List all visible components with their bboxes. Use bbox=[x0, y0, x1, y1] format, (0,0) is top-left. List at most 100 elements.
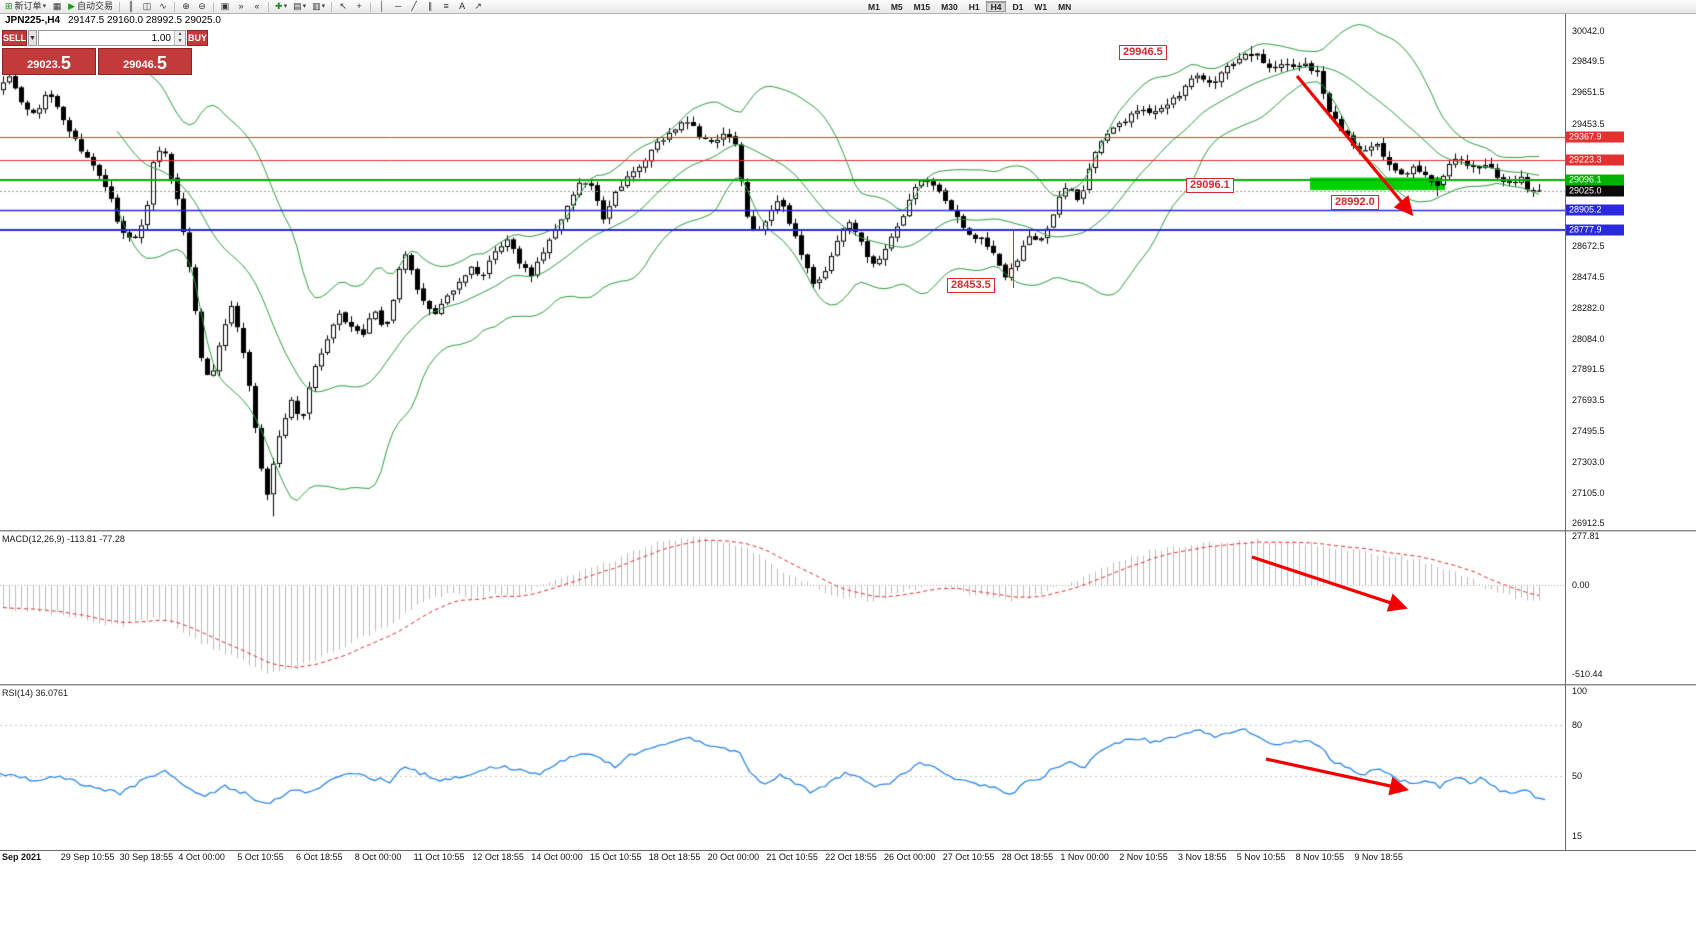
time-axis-label: 28 Oct 18:55 bbox=[1001, 852, 1054, 862]
new-order-button[interactable]: ⊞ 新订单 ▾ bbox=[2, 1, 49, 13]
trendline-button[interactable]: ╱ bbox=[406, 1, 422, 13]
timeframe-D1[interactable]: D1 bbox=[1012, 2, 1024, 12]
bar-chart-icon: ║ bbox=[127, 1, 135, 11]
zoom-out-button[interactable]: ⊖ bbox=[194, 1, 210, 13]
sell-button[interactable]: SELL bbox=[2, 30, 28, 46]
price-annotation[interactable]: 28992.0 bbox=[1331, 195, 1379, 210]
zoom-in-icon: ⊕ bbox=[182, 1, 190, 11]
fibonacci-button[interactable]: ≡ bbox=[438, 1, 454, 13]
macd-axis-label: 0.00 bbox=[1572, 579, 1590, 590]
rsi-indicator-chart[interactable] bbox=[0, 686, 1565, 850]
price-axis-border bbox=[1565, 14, 1566, 850]
chart-title: JPN225-,H4 29147.5 29160.0 28992.5 29025.… bbox=[5, 15, 221, 26]
toolbar: ⊞ 新订单 ▾ ▦ ▶ 自动交易 ║ ◫ ∿ ⊕ ⊖ ▣» «✚ ▾ ▤ ▾ ▥ ▾ ↖ + │ ─ ╱ ∥ ≡ A ↗ M1 M5 M1… bbox=[0, 0, 1696, 14]
panel-splitter[interactable] bbox=[0, 530, 1696, 532]
cursor-button[interactable]: ↖ bbox=[335, 1, 351, 13]
time-axis-label: 14 Oct 00:00 bbox=[531, 852, 583, 862]
price-axis-label: 29849.5 bbox=[1572, 56, 1605, 67]
level-price-tag: 29367.9 bbox=[1566, 131, 1624, 143]
timeframe-M15[interactable]: M15 bbox=[913, 2, 931, 12]
channel-button[interactable]: ∥ bbox=[422, 1, 438, 13]
auto-scroll-button[interactable]: » bbox=[233, 1, 249, 13]
time-axis-label: 8 Nov 10:55 bbox=[1295, 852, 1345, 862]
time-axis-label: 18 Oct 18:55 bbox=[648, 852, 701, 862]
panel-splitter[interactable] bbox=[0, 684, 1696, 686]
chevron-down-icon: ▾ bbox=[283, 3, 288, 10]
macd-axis-label: -510.44 bbox=[1572, 669, 1603, 679]
macd-indicator-chart[interactable] bbox=[0, 532, 1565, 684]
vertical-line-button[interactable]: │ bbox=[374, 1, 390, 13]
rsi-label: RSI(14) 36.0761 bbox=[2, 688, 69, 698]
templates-button[interactable]: ▥ ▾ bbox=[309, 1, 328, 13]
toolbar-separator bbox=[213, 1, 215, 12]
time-axis-label: 5 Nov 10:55 bbox=[1236, 852, 1286, 862]
chart-shift-button[interactable]: « bbox=[249, 1, 265, 13]
autotrading-button[interactable]: ▶ 自动交易 bbox=[65, 1, 116, 13]
buy-price-big-digit: 5 bbox=[156, 52, 167, 73]
price-annotation[interactable]: 29096.1 bbox=[1186, 178, 1234, 193]
time-axis-label: Sep 2021 bbox=[2, 852, 42, 862]
text-button[interactable]: A bbox=[454, 1, 470, 13]
timeframe-M5[interactable]: M5 bbox=[890, 2, 903, 12]
timeframe-switcher: M1 M5 M15 M30 H1 H4 D1 W1 MN bbox=[863, 1, 1077, 12]
volume-stepper: ▲ ▼ bbox=[37, 30, 186, 46]
auto-scroll-icon: » bbox=[238, 1, 244, 11]
price-axis-label: 28282.0 bbox=[1572, 302, 1605, 313]
time-axis-label: 9 Nov 18:55 bbox=[1354, 852, 1403, 862]
templates-icon: ▥ bbox=[312, 1, 321, 11]
periods-button[interactable]: ▤ ▾ bbox=[290, 1, 309, 13]
timeframe-MN[interactable]: MN bbox=[1058, 2, 1072, 12]
tile-windows-button[interactable]: ▣ bbox=[217, 1, 233, 13]
horizontal-line-icon: ─ bbox=[394, 1, 402, 11]
crosshair-icon: + bbox=[356, 1, 362, 11]
line-chart-icon: ∿ bbox=[159, 1, 167, 11]
horizontal-line-button[interactable]: ─ bbox=[390, 1, 406, 13]
price-axis-label: 27105.0 bbox=[1572, 487, 1605, 498]
sell-price-big-digit: 5 bbox=[60, 52, 71, 73]
indicators-button[interactable]: ✚ ▾ bbox=[272, 1, 290, 13]
volume-spin-buttons: ▲ ▼ bbox=[173, 31, 185, 45]
price-axis-label: 27303.0 bbox=[1572, 456, 1605, 467]
price-axis-label: 27891.5 bbox=[1572, 364, 1605, 375]
chart-shift-icon: « bbox=[254, 1, 260, 11]
time-axis-label: 21 Oct 10:55 bbox=[766, 852, 818, 862]
spin-up-icon[interactable]: ▲ bbox=[174, 31, 185, 38]
volume-input[interactable] bbox=[38, 31, 174, 45]
time-axis-label: 12 Oct 18:55 bbox=[472, 852, 524, 862]
buy-button[interactable]: BUY bbox=[186, 30, 208, 46]
timeframe-M1[interactable]: M1 bbox=[868, 2, 880, 12]
timeframe-H4[interactable]: H4 bbox=[985, 1, 1007, 12]
toolbar-separator bbox=[331, 1, 333, 12]
timeframe-W1[interactable]: W1 bbox=[1034, 2, 1048, 12]
main-price-chart[interactable] bbox=[0, 14, 1565, 530]
zoom-in-button[interactable]: ⊕ bbox=[178, 1, 194, 13]
time-axis-label: 27 Oct 10:55 bbox=[942, 852, 995, 862]
price-axis-label: 28672.5 bbox=[1572, 241, 1605, 252]
autotrading-icon: ▶ bbox=[68, 1, 75, 11]
toolbar-separator bbox=[370, 1, 372, 12]
price-axis-label: 28474.5 bbox=[1572, 272, 1605, 283]
bar-chart-button[interactable]: ║ bbox=[123, 1, 139, 13]
timeframe-M30[interactable]: M30 bbox=[941, 2, 958, 12]
timeframe-H1[interactable]: H1 bbox=[968, 2, 980, 12]
charts-grid-button[interactable]: ▦ bbox=[49, 1, 65, 13]
buy-price-main: 29046. bbox=[123, 58, 157, 71]
time-axis-border bbox=[0, 850, 1696, 851]
price-annotation[interactable]: 28453.5 bbox=[947, 278, 995, 293]
candlestick-chart-button[interactable]: ◫ bbox=[139, 1, 155, 13]
time-axis-label: 20 Oct 00:00 bbox=[707, 852, 760, 862]
price-annotation[interactable]: 29946.5 bbox=[1119, 45, 1167, 60]
sell-price-button[interactable]: 29023. 5 bbox=[2, 48, 96, 75]
chevron-down-icon: ▾ bbox=[42, 3, 47, 10]
arrows-icon: ↗ bbox=[474, 1, 482, 11]
spin-down-icon[interactable]: ▼ bbox=[174, 38, 185, 45]
price-axis-label: 27495.5 bbox=[1572, 426, 1605, 437]
line-chart-button[interactable]: ∿ bbox=[155, 1, 171, 13]
crosshair-button[interactable]: + bbox=[351, 1, 367, 13]
periods-icon: ▤ bbox=[293, 1, 302, 11]
trendline-icon: ╱ bbox=[411, 1, 417, 11]
arrows-button[interactable]: ↗ bbox=[470, 1, 486, 13]
order-type-dropdown[interactable]: ▼ bbox=[28, 30, 37, 46]
buy-price-button[interactable]: 29046. 5 bbox=[98, 48, 192, 75]
